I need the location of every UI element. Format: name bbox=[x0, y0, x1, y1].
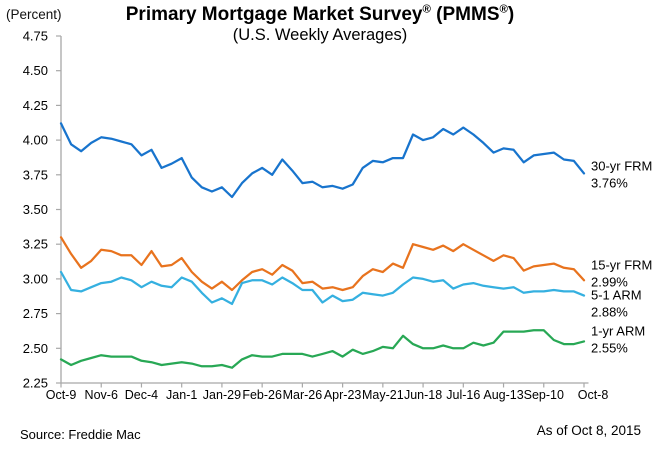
legend-30-yr-frm-value: 3.76% bbox=[591, 175, 628, 190]
legend-15-yr-frm-label: 15-yr FRM bbox=[591, 257, 652, 272]
y-axis-label: 2.75 bbox=[23, 306, 48, 321]
y-axis-label: 3.00 bbox=[23, 271, 48, 286]
y-axis-label: 3.50 bbox=[23, 202, 48, 217]
y-axis-label: 4.75 bbox=[23, 29, 48, 44]
x-axis-label: Mar-26 bbox=[283, 388, 323, 402]
x-axis-label: Feb-26 bbox=[242, 388, 282, 402]
x-axis-label: Nov-6 bbox=[85, 388, 118, 402]
chart-subtitle: (U.S. Weekly Averages) bbox=[232, 26, 408, 44]
line-5-1-arm bbox=[59, 270, 586, 306]
y-axis-label: 3.25 bbox=[23, 237, 48, 252]
line-1-yr-arm bbox=[59, 329, 586, 369]
source-note: Source: Freddie Mac bbox=[20, 427, 141, 442]
legend-1-yr-arm-value: 2.55% bbox=[591, 340, 628, 355]
y-axis-label: 3.75 bbox=[23, 167, 48, 182]
x-axis-label: Jan-1 bbox=[166, 388, 197, 402]
legend-5-1-arm-value: 2.88% bbox=[591, 305, 628, 320]
x-axis-label: Oct-8 bbox=[578, 388, 609, 402]
x-axis-label: Jan-29 bbox=[203, 388, 241, 402]
line-15-yr-frm bbox=[59, 236, 586, 292]
x-axis-label: Dec-4 bbox=[125, 388, 158, 402]
x-axis-label: Sep-10 bbox=[524, 388, 564, 402]
legend-15-yr-frm-value: 2.99% bbox=[591, 274, 628, 289]
x-axis-label: May-21 bbox=[362, 388, 404, 402]
line-30-yr-frm bbox=[59, 122, 586, 199]
x-axis-label: Apr-23 bbox=[324, 388, 362, 402]
y-axis-label: 4.25 bbox=[23, 98, 48, 113]
as-of-date: As of Oct 8, 2015 bbox=[536, 423, 641, 438]
x-axis-label: Oct-9 bbox=[46, 388, 77, 402]
x-axis-label: Jul-16 bbox=[446, 388, 480, 402]
y-axis-label: 2.50 bbox=[23, 341, 48, 356]
legend-1-yr-arm-label: 1-yr ARM bbox=[591, 323, 645, 338]
chart-title: Primary Mortgage Market Survey® (PMMS®) bbox=[125, 3, 515, 25]
y-axis-label: 2.25 bbox=[23, 376, 48, 391]
x-axis-label: Aug-13 bbox=[483, 388, 523, 402]
y-axis-unit-label: (Percent) bbox=[6, 7, 62, 22]
x-axis-label: Jun-18 bbox=[404, 388, 442, 402]
legend-30-yr-frm-label: 30-yr FRM bbox=[591, 158, 652, 173]
legend-5-1-arm-label: 5-1 ARM bbox=[591, 288, 642, 303]
y-axis-label: 4.00 bbox=[23, 133, 48, 148]
y-axis-label: 4.50 bbox=[23, 63, 48, 78]
